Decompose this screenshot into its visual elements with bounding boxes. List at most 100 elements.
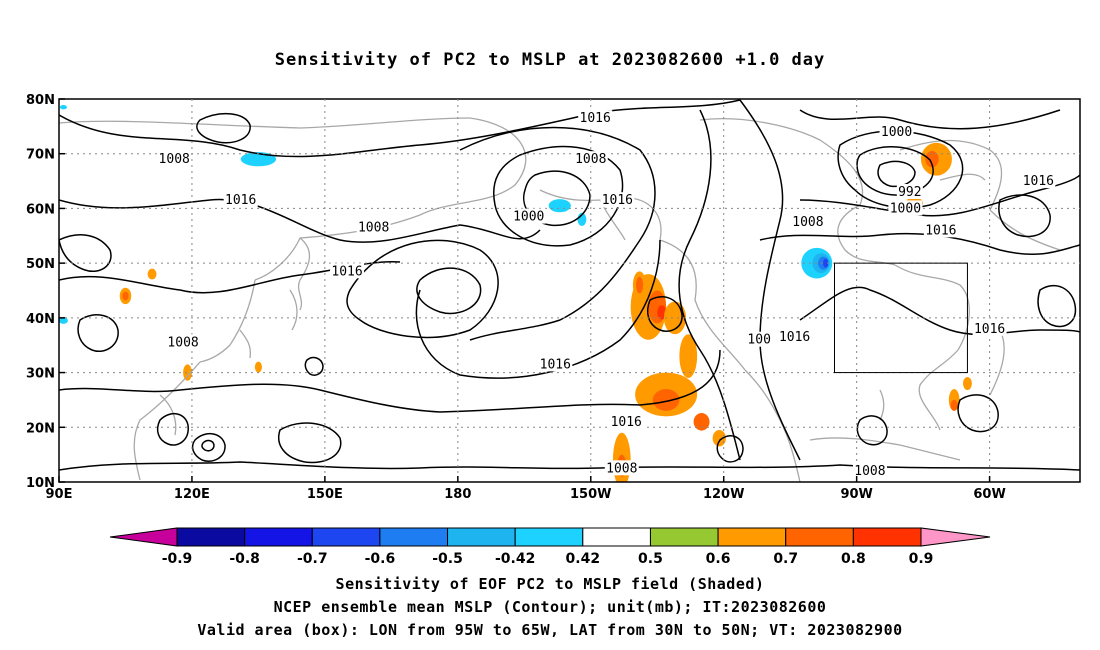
contour-label: 1000 [890,201,921,216]
plot-frame [58,98,1081,483]
figure-title: Sensitivity of PC2 to MSLP at 2023082600… [274,50,826,70]
contour-label-bg [746,331,773,347]
sensitivity-patch [59,105,67,110]
colorbar-segment [447,527,516,547]
lon-tick-label: 120W [703,487,744,502]
axis-labels: 10N 20N 30N 40N 50N 60N 70N 80N 90E 120E 150E 180 15… [26,93,1006,502]
contour-label: 1016 [540,357,571,372]
contour-label: 1016 [779,330,810,345]
contour-label: 992 [898,185,921,200]
contour-label-bg [888,200,923,216]
lon-tick-label: 90W [840,487,872,502]
contour-label: 1016 [974,322,1005,337]
contour-label-bg [852,463,887,479]
colorbar-segment [311,527,381,547]
colorbar-label: 0.8 [841,551,866,567]
contour-label: 1008 [854,464,885,479]
contour-label: 1008 [167,335,198,350]
contour-label: 1008 [358,221,389,236]
contour-label: 1016 [580,111,611,126]
sensitivity-patch [254,361,262,373]
contour-label-bg [609,413,644,429]
lon-tick-label: 90E [46,487,73,502]
contour-label: 1008 [575,152,606,167]
contour-label-bg [356,219,391,235]
sensitivity-patch [693,413,710,431]
sensitivity-patch [657,305,667,320]
colorbar-segment [379,527,449,547]
contour-label: 1000 [513,210,544,225]
colorbar: -0.9 -0.8 -0.7 -0.6 -0.5 -0.42 0.42 0.5 0.6 0.7 0.… [109,527,991,567]
colorbar-label: -0.9 [162,551,193,567]
sensitivity-patch [548,199,571,213]
sensitivity-patch [925,150,939,168]
sensitivity-patch [147,268,157,280]
contour-label-bg [511,208,546,224]
contour-label-bg [879,123,914,139]
colorbar-label: -0.5 [432,551,463,567]
contour-labels: 1016 1008 1000 1008 1016 1000 1016 1008 1016 1008… [157,110,1056,479]
colorbar-segment [785,527,854,547]
sensitivity-patch [652,388,680,411]
lat-tick-label: 20N [26,421,55,436]
sensitivity-patch [950,399,958,411]
contour-label: 1008 [792,215,823,230]
lon-tick-label: 60W [973,487,1005,502]
colorbar-segment [649,527,719,547]
lon-tick-label: 150E [307,487,343,502]
contour-label-bg [600,192,635,208]
lat-tick-label: 70N [26,148,55,163]
contour-label-bg [777,329,812,345]
contour-label-bg [573,151,608,167]
colorbar-segment [582,527,651,547]
sensitivity-patch [183,364,192,381]
contour-label-bg [604,460,639,476]
sensitivity-patch [122,291,129,301]
sensitivity-patch [635,276,644,294]
sensitivity-patch [822,258,829,268]
colorbar-high-arrow [920,527,991,547]
lat-tick-label: 80N [26,93,55,108]
contour-label: 100 [747,333,770,348]
contour-label-bg [790,214,825,230]
graticule [59,99,1080,482]
mslp-contours [59,99,1080,471]
contour-label-bg [538,356,573,372]
contour-label: 1008 [159,152,190,167]
contour-label: 1016 [225,193,256,208]
colorbar-label: -0.8 [229,551,260,567]
contour-label-bg [157,151,192,167]
colorbar-label: -0.6 [365,551,396,567]
colorbar-segment [244,527,313,547]
contour-label-bg [896,184,923,200]
colorbar-label: -0.42 [495,551,535,567]
colorbar-label: 0.5 [638,551,663,567]
contour-label-bg [972,320,1007,336]
lat-tick-label: 60N [26,202,55,217]
colorbar-low-arrow [109,527,178,547]
contour-label-bg [330,263,365,279]
lat-tick-label: 40N [26,312,55,327]
contour-label-bg [223,192,258,208]
lon-tick-label: 150W [570,487,611,502]
contour-label: 1016 [331,264,362,279]
contour-label: 1016 [602,193,633,208]
sensitivity-patch [963,376,972,391]
sensitivity-patch [240,152,277,167]
caption-line-1: Sensitivity of EOF PC2 to MSLP field (Sh… [335,575,765,593]
contour-label-bg [578,110,613,126]
contour-label: 1000 [881,125,912,140]
valid-area-rectangle [833,262,968,374]
caption-line-2: NCEP ensemble mean MSLP (Contour); unit(… [273,598,827,616]
colorbar-segment [176,527,246,547]
lat-tick-label: 30N [26,367,55,382]
colorbar-segment [717,527,787,547]
sensitivity-patch [59,317,68,324]
colorbar-label: 0.6 [706,551,731,567]
contour-label: 1016 [611,415,642,430]
colorbar-segment [852,527,922,547]
coastlines [59,117,1061,482]
contour-label-bg [166,334,201,350]
lat-tick-label: 50N [26,257,55,272]
